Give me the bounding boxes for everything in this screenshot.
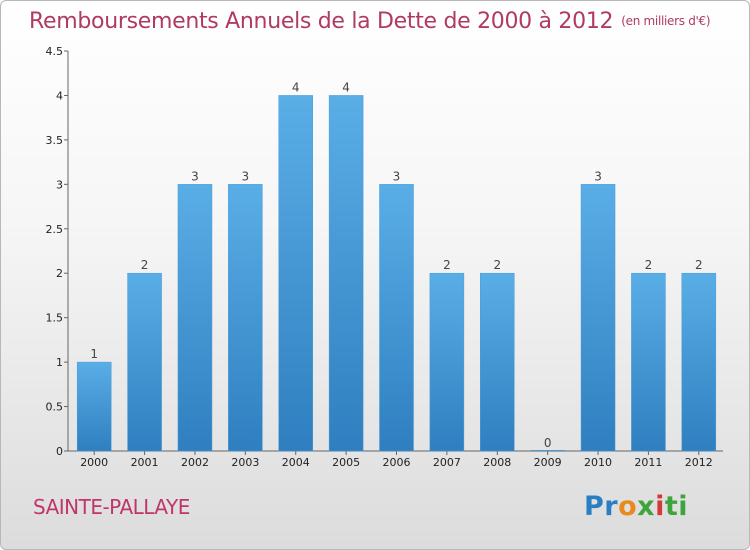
bar-value-label: 3 (242, 169, 250, 183)
bar (328, 95, 364, 452)
x-tick-label: 2007 (433, 456, 461, 469)
proxiti-logo: Proxiti (584, 491, 688, 522)
logo-part: Pr (584, 491, 619, 522)
bar-value-label: 2 (141, 258, 149, 272)
x-tick-label: 2008 (483, 456, 511, 469)
bar-value-label: 3 (594, 169, 602, 183)
bar-value-label: 3 (393, 169, 401, 183)
bar (379, 184, 414, 452)
bar-value-label: 2 (443, 258, 451, 272)
y-tick-label: 0 (56, 445, 63, 458)
bar (228, 184, 263, 452)
logo-part: ti (664, 491, 689, 522)
logo-part: x (637, 491, 656, 522)
x-tick-label: 2009 (534, 456, 562, 469)
chart-title: Remboursements Annuels de la Dette de 20… (29, 9, 711, 34)
bar (76, 361, 112, 452)
x-tick-label: 2005 (332, 456, 360, 469)
y-tick-label: 0.5 (46, 401, 64, 414)
x-tick-label: 2011 (634, 456, 662, 469)
commune-name: SAINTE-PALLAYE (33, 495, 190, 519)
y-tick-label: 4 (56, 89, 63, 102)
data-labels: 1 2 3 3 4 4 3 2 2 0 3 2 2 (90, 80, 702, 450)
bar-value-label: 2 (645, 258, 653, 272)
x-tick-label: 2003 (231, 456, 259, 469)
y-tick-label: 1.5 (46, 312, 64, 325)
chart-title-text: Remboursements Annuels de la Dette de 20… (29, 9, 614, 34)
bar-value-label: 3 (191, 169, 199, 183)
bar-value-label: 4 (292, 80, 300, 94)
chart-unit: (en milliers d'€) (621, 14, 711, 28)
bar (429, 272, 465, 452)
bar (480, 272, 515, 452)
x-tick-label: 2006 (383, 456, 411, 469)
y-tick-label: 3 (56, 178, 63, 191)
y-tick-label: 2 (56, 267, 63, 280)
bar-value-label: 1 (90, 347, 98, 361)
bar (177, 184, 213, 452)
bar-value-label: 2 (695, 258, 703, 272)
bar-value-label: 2 (493, 258, 501, 272)
x-tick-label: 2002 (181, 456, 209, 469)
bar (278, 95, 313, 452)
x-tick-label: 2001 (131, 456, 159, 469)
bars (76, 95, 717, 452)
logo-part: o (618, 491, 638, 522)
bar (681, 272, 717, 452)
logo-part: i (655, 491, 665, 522)
x-tick-label: 2010 (584, 456, 612, 469)
y-tick-label: 2.5 (46, 223, 64, 236)
y-tick-label: 1 (56, 356, 63, 369)
bar-value-label: 4 (342, 80, 350, 94)
x-tick-label: 2004 (282, 456, 310, 469)
x-tick-label: 2000 (80, 456, 108, 469)
bar (631, 272, 666, 452)
bar (127, 272, 162, 452)
axes: 0 0.5 1 1.5 2 2.5 3 3.5 4 4.5 2000 2001 2002 2003 2004… (46, 45, 723, 469)
bar (580, 184, 616, 452)
bar-value-label: 0 (544, 436, 552, 450)
y-tick-label: 4.5 (46, 45, 64, 58)
x-tick-label: 2012 (685, 456, 713, 469)
y-tick-label: 3.5 (46, 134, 64, 147)
